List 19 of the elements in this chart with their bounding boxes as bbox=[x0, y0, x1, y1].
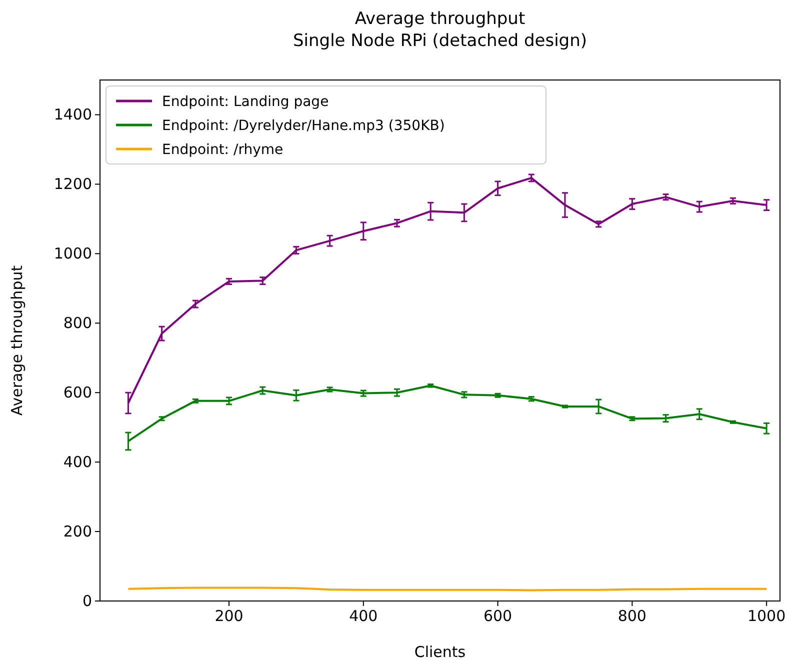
legend-label: Endpoint: /rhyme bbox=[162, 142, 284, 158]
legend-label: Endpoint: /Dyrelyder/Hane.mp3 (350KB) bbox=[162, 118, 445, 134]
x-tick-label: 1000 bbox=[747, 607, 786, 625]
x-axis-title: Clients bbox=[414, 643, 466, 661]
x-tick-label: 600 bbox=[483, 607, 512, 625]
x-tick-label: 400 bbox=[349, 607, 378, 625]
y-tick-label: 1200 bbox=[54, 175, 92, 194]
y-tick-label: 800 bbox=[63, 314, 92, 332]
y-axis-title: Average throughput bbox=[8, 265, 26, 416]
x-tick-label: 800 bbox=[618, 607, 646, 625]
y-tick-label: 400 bbox=[63, 453, 92, 472]
x-tick-label: 200 bbox=[214, 607, 244, 625]
y-tick-label: 600 bbox=[63, 384, 92, 402]
y-tick-label: 1400 bbox=[54, 106, 92, 124]
legend-label: Endpoint: Landing page bbox=[162, 94, 329, 110]
y-tick-label: 200 bbox=[63, 522, 92, 541]
y-tick-label: 1000 bbox=[54, 244, 92, 263]
y-tick-label: 0 bbox=[82, 592, 92, 610]
chart-title: Average throughput Single Node RPi (detached design) bbox=[292, 9, 588, 51]
